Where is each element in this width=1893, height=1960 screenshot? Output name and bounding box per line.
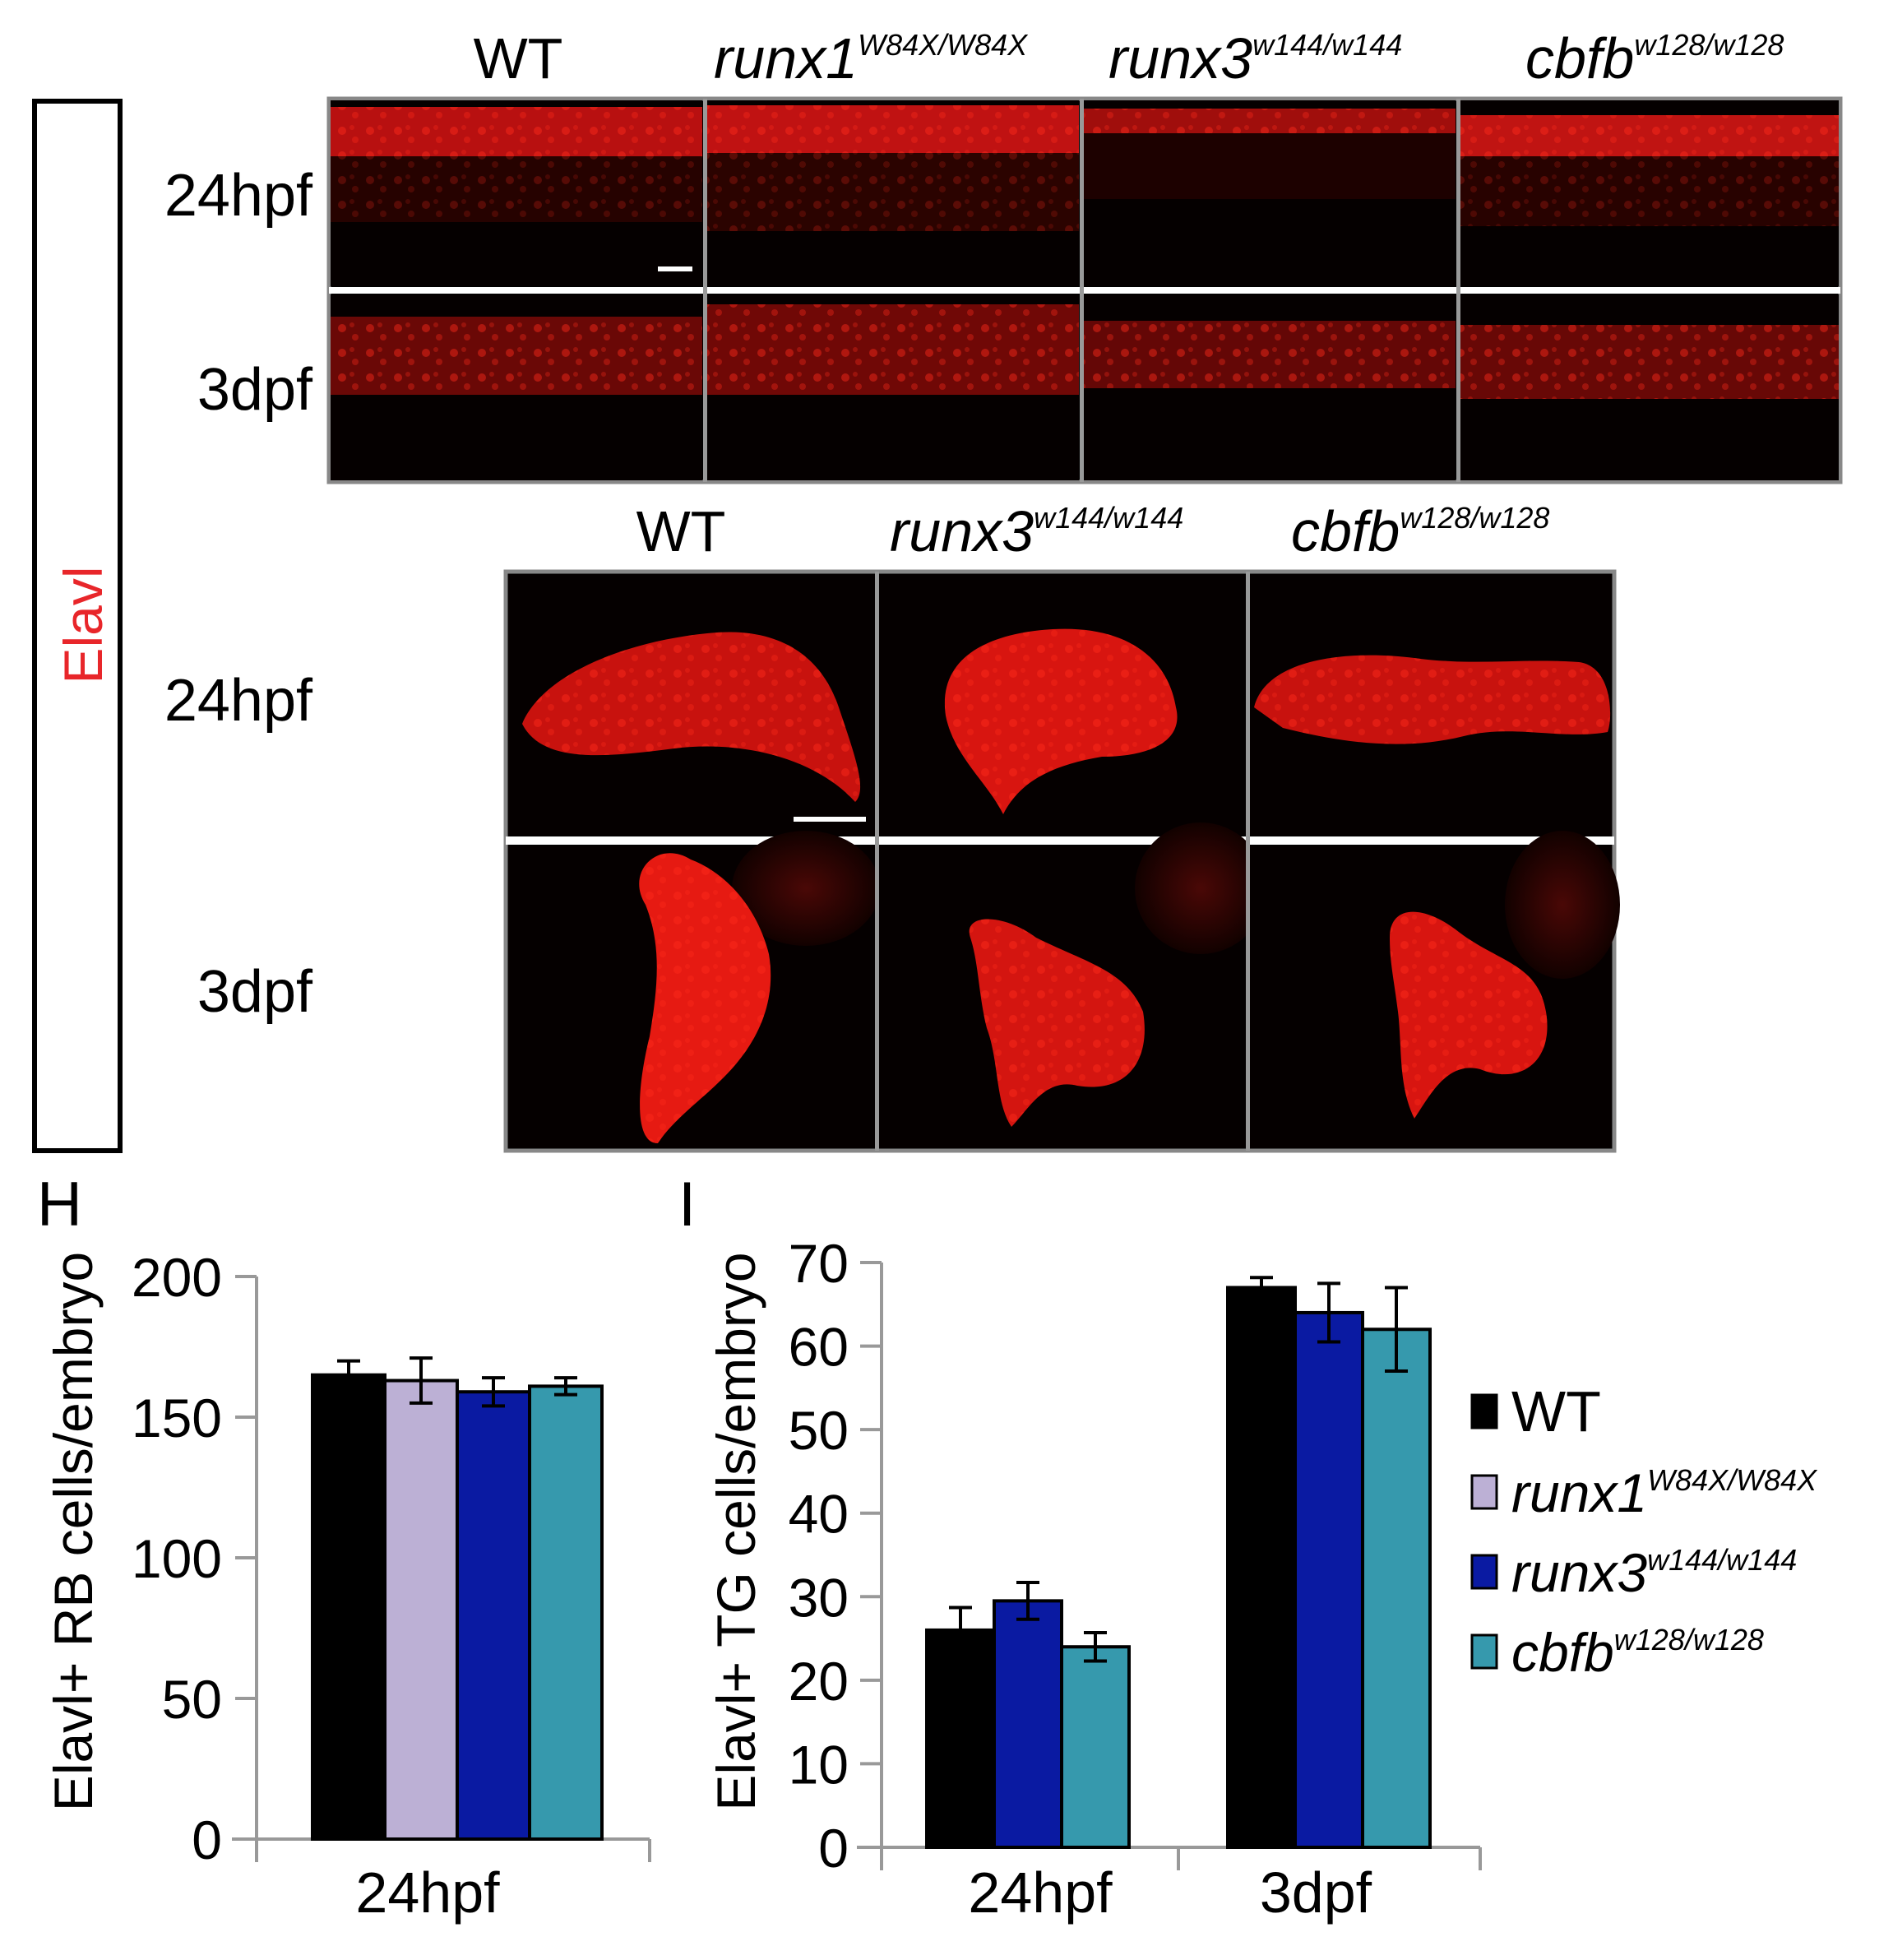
y-tick-label: 0 bbox=[192, 1809, 222, 1870]
bar-runx3-3dpf bbox=[1294, 1310, 1364, 1849]
y-tick-label: 60 bbox=[789, 1317, 849, 1378]
y-tick-label: 30 bbox=[789, 1567, 849, 1628]
x-tick-label: 3dpf bbox=[1260, 1860, 1372, 1925]
bar-WT-24hpf bbox=[925, 1628, 996, 1850]
y-tick-label: 100 bbox=[132, 1528, 222, 1589]
legend-label-WT: WT bbox=[1511, 1379, 1601, 1443]
top-col-header-runx3: runx3w144/w144 bbox=[1108, 26, 1402, 90]
panel-letter-h: H bbox=[37, 1170, 82, 1239]
y-tick-label: 0 bbox=[818, 1818, 849, 1879]
bar-cbfb-3dpf bbox=[1361, 1328, 1432, 1850]
mid-image-3dpf-cbfb bbox=[1250, 831, 1620, 1148]
legend-swatch-WT bbox=[1470, 1393, 1498, 1429]
bar-cbfb-24hpf bbox=[528, 1384, 604, 1841]
y-tick-label: 150 bbox=[132, 1388, 222, 1448]
y-tick-label: 10 bbox=[789, 1734, 849, 1795]
top-image-24hpf-wt bbox=[331, 100, 702, 286]
bar-WT-24hpf bbox=[311, 1373, 386, 1841]
x-tick-label: 24hpf bbox=[968, 1860, 1113, 1925]
legend-swatch-runx1 bbox=[1470, 1474, 1498, 1510]
y-tick-label: 50 bbox=[789, 1400, 849, 1461]
panel-letter-i: I bbox=[678, 1170, 696, 1239]
mid-image-24hpf-wt bbox=[508, 574, 875, 836]
bar-WT-3dpf bbox=[1226, 1286, 1297, 1849]
legend: WT runx1W84X/W84X runx3w144/w144 cbfbw128/w… bbox=[1470, 1379, 1818, 1683]
chart-h: Elavl+ RB cells/embryo 0 50 100 150 200 24hpf bbox=[43, 1247, 651, 1925]
top-image-3dpf-cbfb bbox=[1460, 294, 1839, 480]
top-image-3dpf-runx1 bbox=[707, 294, 1079, 480]
chart-i-ylabel: Elavl+ TG cells/embryo bbox=[706, 1252, 766, 1810]
top-image-24hpf-runx3 bbox=[1084, 100, 1456, 286]
x-tick-label: 24hpf bbox=[355, 1860, 500, 1925]
bar-cbfb-24hpf bbox=[1060, 1645, 1131, 1849]
chart-h-ylabel: Elavl+ RB cells/embryo bbox=[43, 1252, 104, 1811]
top-image-3dpf-wt bbox=[331, 294, 702, 480]
top-col-header-runx1: runx1W84X/W84X bbox=[714, 26, 1029, 90]
scale-bar-top bbox=[658, 266, 692, 271]
y-tick-label: 40 bbox=[789, 1484, 849, 1545]
legend-label-runx1: runx1W84X/W84X bbox=[1511, 1462, 1818, 1523]
top-row-label-24hpf: 24hpf bbox=[164, 163, 313, 229]
top-col-header-cbfb: cbfbw128/w128 bbox=[1525, 26, 1784, 90]
bar-runx3-24hpf bbox=[993, 1599, 1063, 1849]
legend-swatch-runx3 bbox=[1470, 1554, 1498, 1590]
y-tick-label: 50 bbox=[162, 1669, 222, 1730]
mid-col-header-runx3: runx3w144/w144 bbox=[890, 499, 1183, 563]
scale-bar-middle bbox=[794, 817, 866, 822]
y-tick-label: 200 bbox=[132, 1247, 222, 1308]
chart-i: Elavl+ TG cells/embryo 0 10 20 30 40 50 60 70 24… bbox=[706, 1233, 1482, 1925]
legend-swatch-cbfb bbox=[1470, 1633, 1498, 1670]
top-panel: WT runx1W84X/W84X runx3w144/w144 cbfbw12… bbox=[164, 26, 1843, 484]
bar-runx3-24hpf bbox=[456, 1390, 531, 1841]
mid-col-header-cbfb: cbfbw128/w128 bbox=[1291, 499, 1549, 563]
legend-label-runx3: runx3w144/w144 bbox=[1511, 1542, 1797, 1603]
mid-image-3dpf-runx3 bbox=[879, 822, 1266, 1148]
mid-image-24hpf-cbfb bbox=[1250, 574, 1612, 836]
side-label-box: Elavl bbox=[32, 99, 123, 1153]
top-image-24hpf-runx1 bbox=[707, 100, 1079, 286]
mid-image-24hpf-runx3 bbox=[879, 574, 1246, 836]
y-tick-label: 70 bbox=[789, 1233, 849, 1294]
top-image-24hpf-cbfb bbox=[1460, 100, 1839, 286]
middle-panel: WT runx3w144/w144 cbfbw128/w128 24hpf 3d… bbox=[164, 499, 1620, 1153]
legend-label-cbfb: cbfbw128/w128 bbox=[1511, 1622, 1764, 1683]
mid-row-label-3dpf: 3dpf bbox=[197, 959, 313, 1025]
bar-runx1-24hpf bbox=[383, 1378, 459, 1842]
top-col-header-wt: WT bbox=[474, 26, 563, 90]
side-label-elavl: Elavl bbox=[53, 566, 113, 683]
top-row-label-3dpf: 3dpf bbox=[197, 357, 313, 423]
mid-row-label-24hpf: 24hpf bbox=[164, 668, 313, 734]
y-tick-label: 20 bbox=[789, 1651, 849, 1712]
mid-image-3dpf-wt bbox=[508, 831, 880, 1148]
top-image-3dpf-runx3 bbox=[1084, 294, 1456, 480]
mid-col-header-wt: WT bbox=[636, 499, 726, 563]
